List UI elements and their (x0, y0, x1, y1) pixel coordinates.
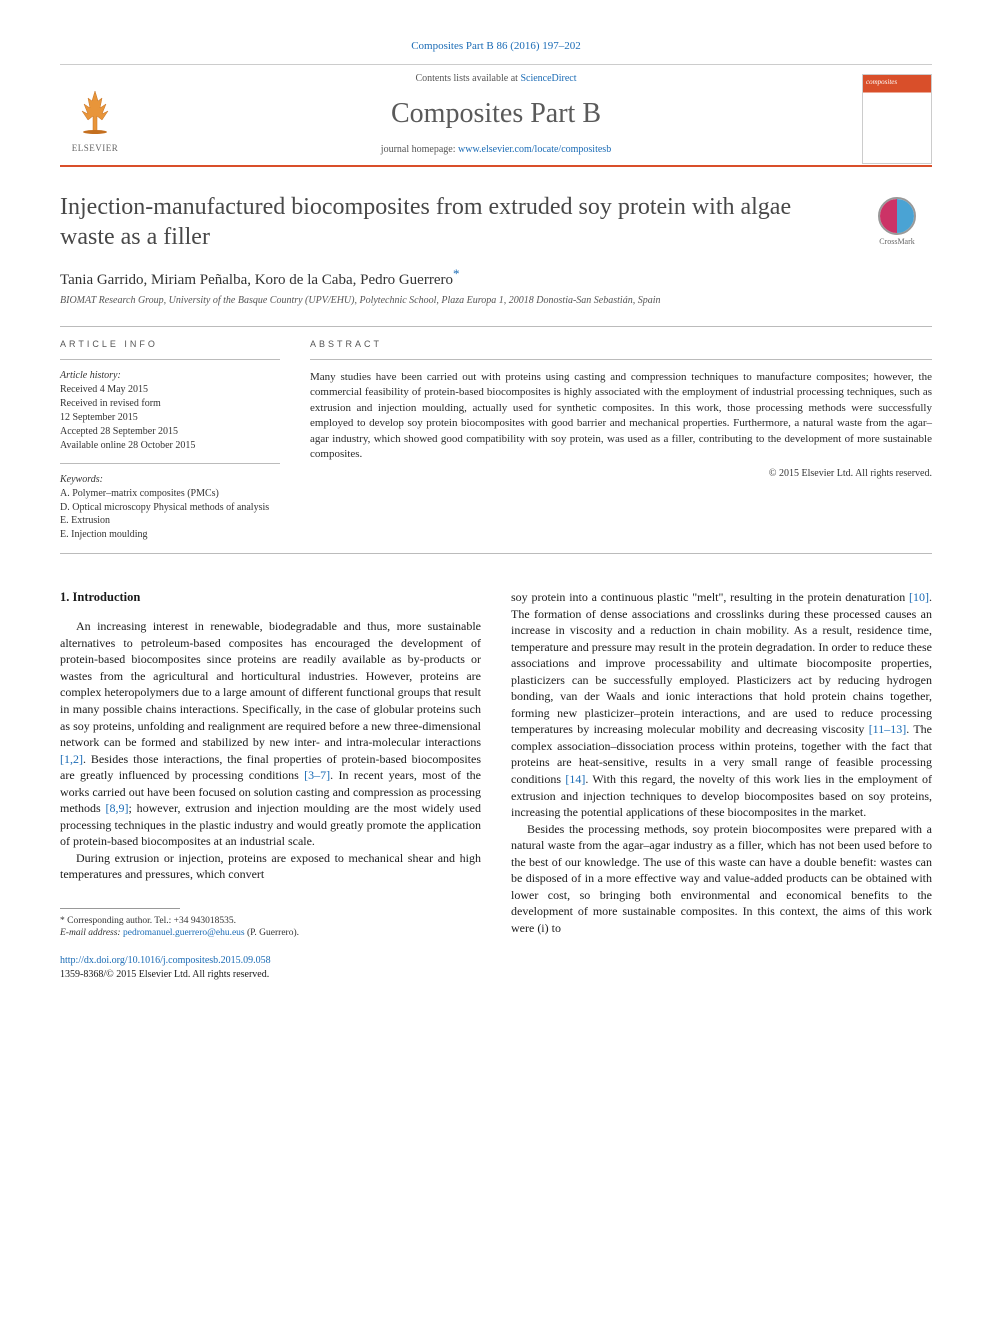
sciencedirect-link[interactable]: ScienceDirect (520, 73, 576, 84)
footnote-separator (60, 908, 180, 909)
ref-link[interactable]: [14] (565, 772, 585, 786)
article-title-text: Injection-manufactured biocomposites fro… (60, 194, 791, 250)
body-columns: 1. Introduction An increasing interest i… (60, 589, 932, 982)
keyword: D. Optical microscopy Physical methods o… (60, 501, 280, 515)
homepage-prefix: journal homepage: (381, 144, 458, 155)
email-suffix: (P. Guerrero). (245, 928, 299, 938)
body-column-left: 1. Introduction An increasing interest i… (60, 589, 481, 982)
journal-cover-thumb: composites (862, 74, 932, 164)
doi-block: http://dx.doi.org/10.1016/j.compositesb.… (60, 954, 481, 982)
elsevier-label: ELSEVIER (60, 143, 130, 153)
history-item: 12 September 2015 (60, 411, 280, 425)
abstract-copyright: © 2015 Elsevier Ltd. All rights reserved… (310, 468, 932, 479)
ref-link[interactable]: [3–7] (304, 768, 330, 782)
abstract-text: Many studies have been carried out with … (310, 370, 932, 462)
author-list: Tania Garrido, Miriam Peñalba, Koro de l… (60, 272, 453, 288)
elsevier-logo: ELSEVIER (60, 86, 130, 153)
ref-link[interactable]: [8,9] (105, 801, 128, 815)
history-item: Accepted 28 September 2015 (60, 425, 280, 439)
body-paragraph: Besides the processing methods, soy prot… (511, 821, 932, 937)
keywords-label: Keywords: (60, 474, 280, 485)
history-item: Received in revised form (60, 397, 280, 411)
body-paragraph: During extrusion or injection, proteins … (60, 850, 481, 883)
citation: Composites Part B 86 (2016) 197–202 (60, 40, 932, 52)
cover-thumb-title: composites (866, 78, 897, 86)
issn-line: 1359-8368/© 2015 Elsevier Ltd. All right… (60, 968, 481, 982)
divider (60, 359, 280, 360)
divider (60, 463, 280, 464)
corresponding-marker: * (453, 266, 460, 281)
affiliation: BIOMAT Research Group, University of the… (60, 295, 932, 306)
body-column-right: soy protein into a continuous plastic "m… (511, 589, 932, 982)
history-item: Received 4 May 2015 (60, 383, 280, 397)
corresponding-footnote: * Corresponding author. Tel.: +34 943018… (60, 915, 481, 940)
body-paragraph: soy protein into a continuous plastic "m… (511, 589, 932, 821)
article-info-sidebar: ARTICLE INFO Article history: Received 4… (60, 339, 280, 541)
keyword: E. Injection moulding (60, 528, 280, 542)
ref-link[interactable]: [10] (909, 590, 929, 604)
journal-header: ELSEVIER Contents lists available at Sci… (60, 64, 932, 167)
section-heading: 1. Introduction (60, 589, 481, 606)
divider (310, 359, 932, 360)
body-paragraph: An increasing interest in renewable, bio… (60, 618, 481, 850)
contents-line: Contents lists available at ScienceDirec… (140, 73, 852, 84)
email-label: E-mail address: (60, 928, 123, 938)
authors: Tania Garrido, Miriam Peñalba, Koro de l… (60, 266, 932, 289)
corr-author-line: * Corresponding author. Tel.: +34 943018… (60, 915, 481, 927)
ref-link[interactable]: [11–13] (869, 722, 907, 736)
abstract-column: ABSTRACT Many studies have been carried … (310, 339, 932, 541)
journal-title: Composites Part B (140, 98, 852, 130)
journal-homepage-link[interactable]: www.elsevier.com/locate/compositesb (458, 144, 611, 155)
elsevier-tree-icon (70, 86, 120, 136)
keyword: E. Extrusion (60, 514, 280, 528)
ref-link[interactable]: [1,2] (60, 752, 83, 766)
contents-prefix: Contents lists available at (415, 73, 520, 84)
journal-homepage-line: journal homepage: www.elsevier.com/locat… (140, 144, 852, 155)
article-info-heading: ARTICLE INFO (60, 339, 280, 349)
history-label: Article history: (60, 370, 280, 381)
crossmark-label: CrossMark (862, 237, 932, 247)
crossmark-badge[interactable]: CrossMark (862, 197, 932, 247)
history-item: Available online 28 October 2015 (60, 439, 280, 453)
keyword: A. Polymer–matrix composites (PMCs) (60, 487, 280, 501)
doi-link[interactable]: http://dx.doi.org/10.1016/j.compositesb.… (60, 955, 271, 966)
article-title: Injection-manufactured biocomposites fro… (60, 192, 932, 252)
crossmark-icon (878, 197, 916, 235)
abstract-heading: ABSTRACT (310, 339, 932, 349)
email-link[interactable]: pedromanuel.guerrero@ehu.eus (123, 928, 245, 938)
